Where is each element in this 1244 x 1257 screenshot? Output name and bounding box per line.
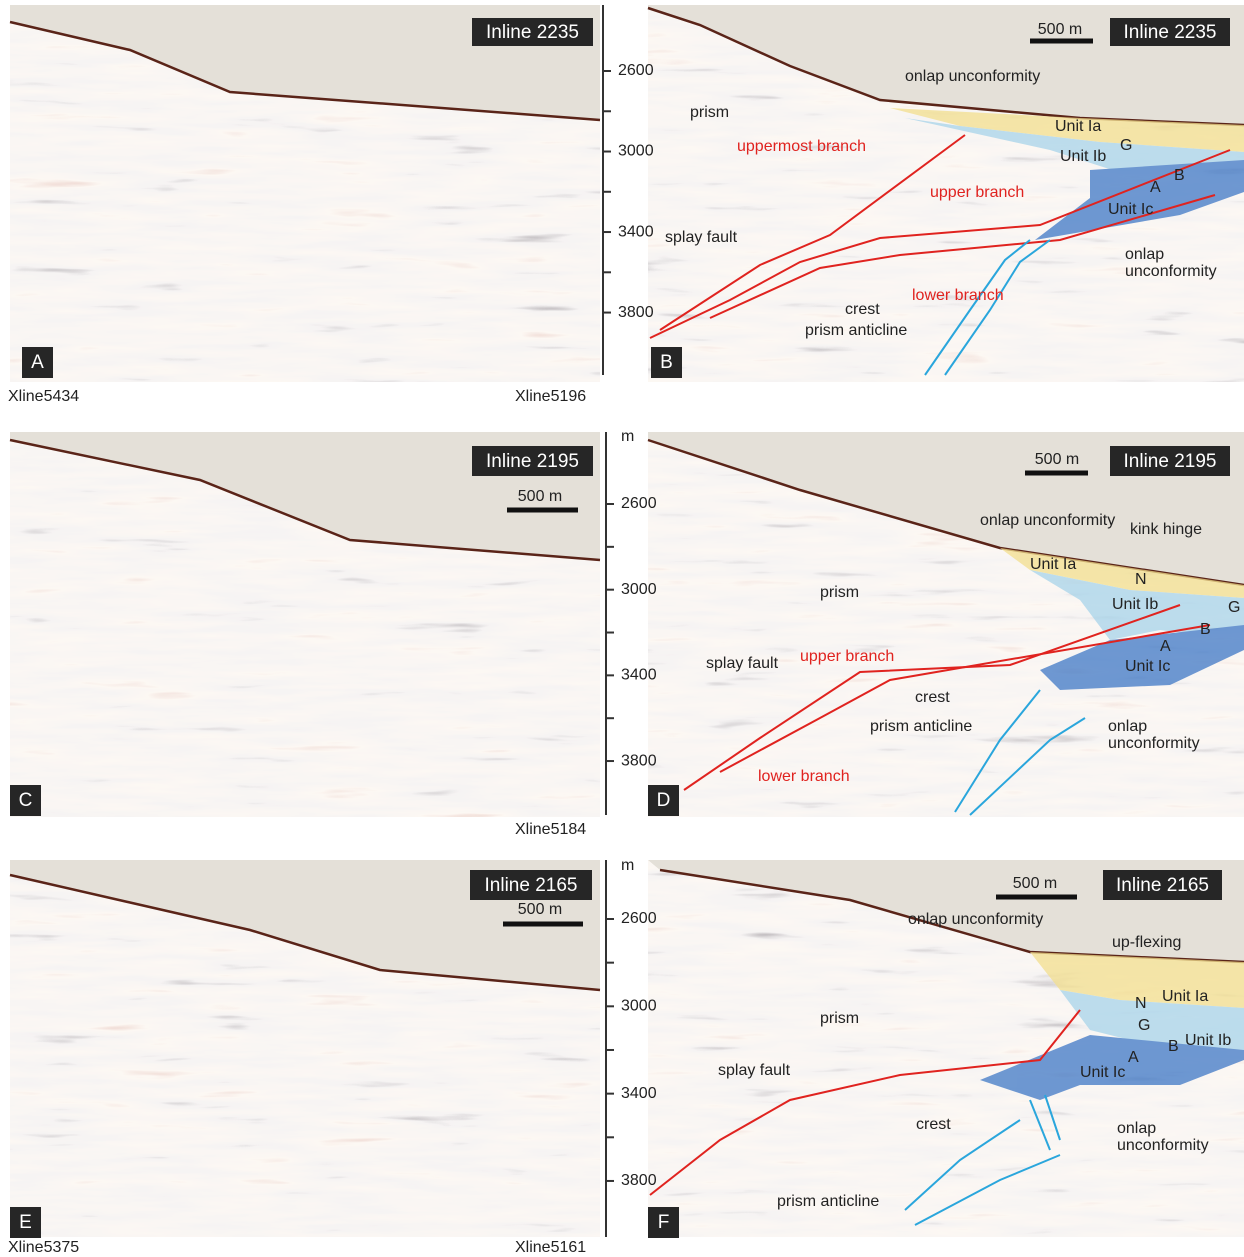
tick-label: 3400 (621, 667, 657, 684)
annotation: B (1168, 1038, 1179, 1055)
annotation: upper branch (800, 648, 894, 665)
annotation: Unit Ia (1162, 988, 1208, 1005)
annotation: prism anticline (805, 322, 907, 339)
backgrounds (10, 5, 1244, 1237)
figure: Inline 2235 A Xline5434 Xline5196 Inline 223… (0, 0, 1244, 1257)
annotation: Unit Ic (1080, 1064, 1125, 1081)
panel-label: C (19, 790, 33, 811)
axis-unit: m (621, 428, 634, 445)
annotation: A (1128, 1049, 1139, 1066)
annotation: upper branch (930, 184, 1024, 201)
panel-label: D (657, 790, 671, 811)
tick-label: 3000 (618, 143, 654, 160)
annotation: onlap unconformity (908, 911, 1043, 928)
tick-label: 2600 (621, 910, 657, 927)
xline-label: Xline5434 (8, 388, 79, 405)
annotation: splay fault (718, 1062, 791, 1079)
scale-label: 500 m (1013, 875, 1057, 892)
annotation: crest (916, 1116, 951, 1133)
panel-label: F (658, 1212, 670, 1233)
panel-label: B (660, 352, 673, 373)
tick-label: 2600 (618, 62, 654, 79)
tick-label: 2600 (621, 495, 657, 512)
annotation: onlap unconformity (980, 512, 1115, 529)
xline-label: Xline5161 (515, 1239, 586, 1256)
inline-title: Inline 2165 (1116, 875, 1209, 896)
annotation: kink hinge (1130, 521, 1202, 538)
annotation: unconformity (1125, 263, 1217, 280)
annotation: onlap unconformity (905, 68, 1040, 85)
annotation: crest (845, 301, 880, 318)
axis-lines (603, 5, 606, 1237)
annotation: N (1135, 571, 1147, 588)
annotation: B (1200, 621, 1211, 638)
scale-label: 500 m (1035, 451, 1079, 468)
scale-label: 500 m (518, 901, 562, 918)
tick-label: 3800 (621, 1172, 657, 1189)
annotation: Unit Ic (1108, 201, 1153, 218)
inline-title: Inline 2195 (1124, 451, 1217, 472)
annotation: splay fault (665, 229, 738, 246)
panel-label: E (19, 1212, 32, 1233)
annotation: N (1135, 995, 1147, 1012)
axis-unit: m (621, 857, 634, 874)
inline-title: Inline 2195 (486, 451, 579, 472)
annotation: crest (915, 689, 950, 706)
annotation: A (1160, 638, 1171, 655)
annotation: prism (690, 104, 729, 121)
tick-label: 3800 (618, 304, 654, 321)
annotation: B (1174, 167, 1185, 184)
annotation: Unit Ib (1185, 1032, 1231, 1049)
inline-title: Inline 2235 (1124, 22, 1217, 43)
annotation: onlap (1117, 1120, 1156, 1137)
annotation: splay fault (706, 655, 779, 672)
annotation: prism (820, 584, 859, 601)
annotation: Unit Ia (1030, 556, 1076, 573)
tick-label: 3400 (621, 1085, 657, 1102)
annotation: onlap (1125, 246, 1164, 263)
inline-title: Inline 2235 (486, 22, 579, 43)
tick-label: 3400 (618, 223, 654, 240)
annotation: Unit Ib (1112, 596, 1158, 613)
annotation: prism anticline (777, 1193, 879, 1210)
annotation: uppermost branch (737, 138, 866, 155)
annotation: Unit Ia (1055, 118, 1101, 135)
annotation: unconformity (1108, 735, 1200, 752)
annotation: Unit Ic (1125, 658, 1170, 675)
inline-title: Inline 2165 (485, 875, 578, 896)
annotation: onlap (1108, 718, 1147, 735)
annotation: G (1120, 137, 1132, 154)
xline-label: Xline5375 (8, 1239, 79, 1256)
annotation: G (1228, 599, 1240, 616)
annotation: lower branch (758, 768, 850, 785)
annotation: A (1150, 179, 1161, 196)
annotation: G (1138, 1017, 1150, 1034)
xline-label: Xline5184 (515, 821, 586, 838)
scale-label: 500 m (518, 488, 562, 505)
annotation: unconformity (1117, 1137, 1209, 1154)
annotation: up-flexing (1112, 934, 1181, 951)
tick-label: 3000 (621, 998, 657, 1015)
annotation: prism anticline (870, 718, 972, 735)
panel-label: A (31, 352, 44, 373)
annotation: Unit Ib (1060, 148, 1106, 165)
scale-label: 500 m (1038, 21, 1082, 38)
annotation: lower branch (912, 287, 1004, 304)
tick-label: 3000 (621, 581, 657, 598)
tick-label: 3800 (621, 752, 657, 769)
xline-label: Xline5196 (515, 388, 586, 405)
annotation: prism (820, 1010, 859, 1027)
